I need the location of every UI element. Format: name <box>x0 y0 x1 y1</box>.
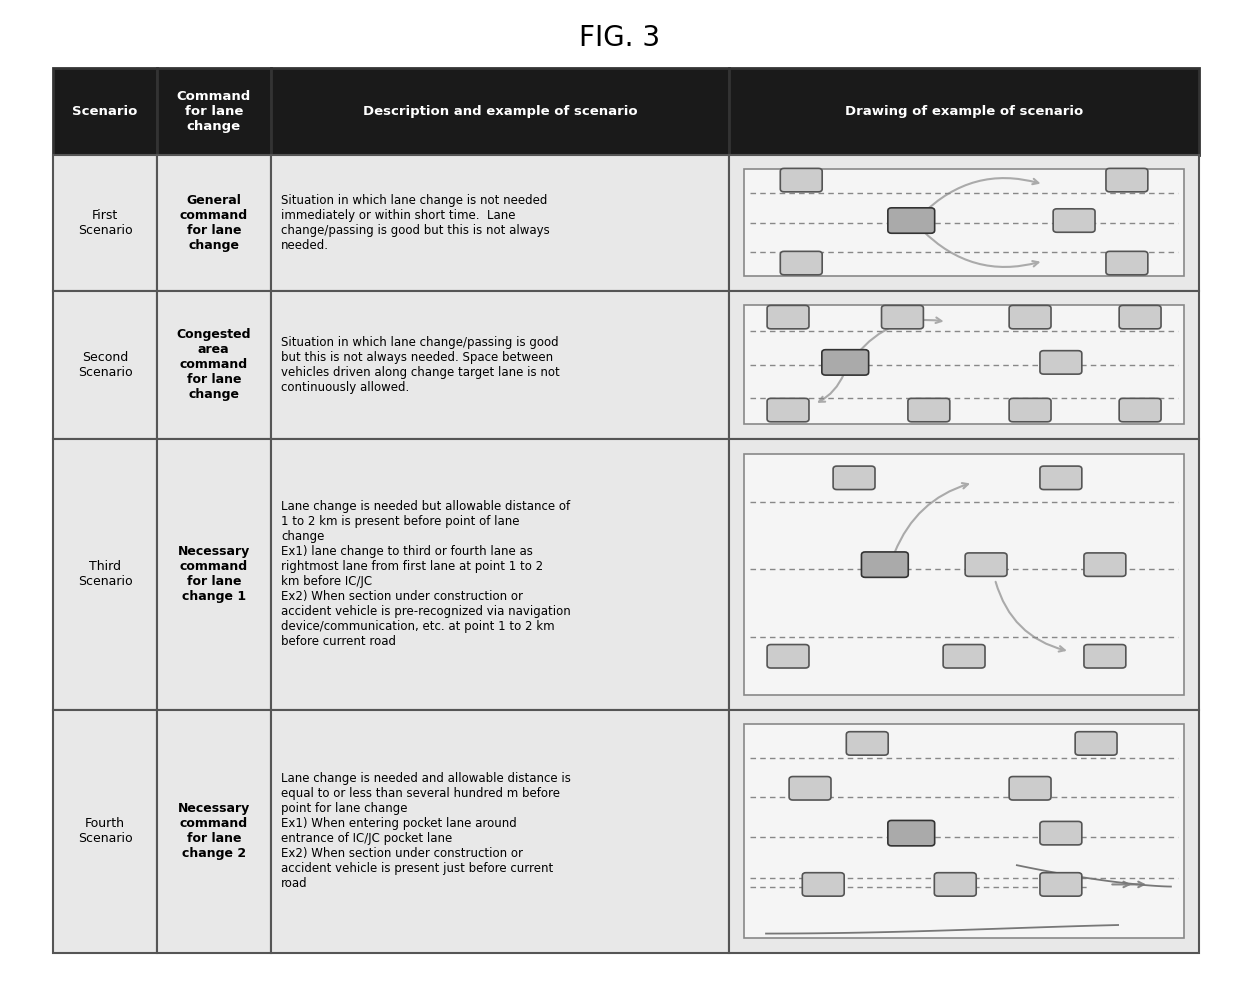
Text: Fourth
Scenario: Fourth Scenario <box>78 817 133 845</box>
FancyBboxPatch shape <box>1040 873 1081 896</box>
Bar <box>729 439 1199 710</box>
Bar <box>53 291 156 439</box>
FancyBboxPatch shape <box>1106 251 1148 275</box>
FancyBboxPatch shape <box>789 777 831 800</box>
FancyBboxPatch shape <box>768 398 808 422</box>
FancyBboxPatch shape <box>965 553 1007 577</box>
Bar <box>744 306 1184 424</box>
FancyBboxPatch shape <box>822 350 869 375</box>
Bar <box>272 68 729 155</box>
FancyBboxPatch shape <box>1009 306 1052 329</box>
Bar <box>729 155 1199 291</box>
FancyBboxPatch shape <box>862 552 908 578</box>
Bar <box>272 291 729 439</box>
Bar <box>156 68 272 155</box>
FancyBboxPatch shape <box>888 208 935 234</box>
FancyBboxPatch shape <box>1040 821 1081 845</box>
Bar <box>156 439 272 710</box>
FancyBboxPatch shape <box>1120 398 1161 422</box>
Bar <box>272 710 729 952</box>
FancyBboxPatch shape <box>1009 777 1052 800</box>
FancyBboxPatch shape <box>1106 169 1148 192</box>
Text: Command
for lane
change: Command for lane change <box>176 90 250 133</box>
Bar <box>272 155 729 291</box>
Text: General
command
for lane
change: General command for lane change <box>180 193 248 251</box>
Bar <box>744 170 1184 276</box>
Text: Scenario: Scenario <box>72 105 138 117</box>
Text: Third
Scenario: Third Scenario <box>78 560 133 589</box>
FancyBboxPatch shape <box>1053 209 1095 233</box>
Bar <box>53 155 156 291</box>
FancyBboxPatch shape <box>908 398 950 422</box>
Text: Second
Scenario: Second Scenario <box>78 351 133 379</box>
Bar <box>744 724 1184 938</box>
FancyBboxPatch shape <box>768 306 808 329</box>
FancyBboxPatch shape <box>1040 466 1081 490</box>
FancyBboxPatch shape <box>780 169 822 192</box>
Text: Description and example of scenario: Description and example of scenario <box>363 105 637 117</box>
Bar <box>729 68 1199 155</box>
FancyBboxPatch shape <box>1120 306 1161 329</box>
Text: Lane change is needed but allowable distance of
1 to 2 km is present before poin: Lane change is needed but allowable dist… <box>281 500 570 648</box>
FancyBboxPatch shape <box>847 732 888 755</box>
Bar <box>156 710 272 952</box>
FancyBboxPatch shape <box>944 645 985 668</box>
Text: Necessary
command
for lane
change 1: Necessary command for lane change 1 <box>177 545 250 603</box>
FancyBboxPatch shape <box>934 873 976 896</box>
FancyBboxPatch shape <box>780 251 822 275</box>
Bar <box>156 291 272 439</box>
Bar <box>53 68 156 155</box>
FancyBboxPatch shape <box>1040 351 1081 374</box>
Bar <box>744 454 1184 695</box>
Text: Drawing of example of scenario: Drawing of example of scenario <box>844 105 1084 117</box>
Bar <box>729 291 1199 439</box>
FancyBboxPatch shape <box>888 820 935 846</box>
Bar <box>729 710 1199 952</box>
Text: Situation in which lane change/passing is good
but this is not always needed. Sp: Situation in which lane change/passing i… <box>281 336 559 393</box>
Text: Situation in which lane change is not needed
immediately or within short time.  : Situation in which lane change is not ne… <box>281 193 549 251</box>
Text: First
Scenario: First Scenario <box>78 209 133 237</box>
FancyBboxPatch shape <box>1075 732 1117 755</box>
FancyBboxPatch shape <box>833 466 875 490</box>
Text: Necessary
command
for lane
change 2: Necessary command for lane change 2 <box>177 802 250 860</box>
FancyBboxPatch shape <box>768 645 808 668</box>
Text: Lane change is needed and allowable distance is
equal to or less than several hu: Lane change is needed and allowable dist… <box>281 772 570 890</box>
FancyBboxPatch shape <box>1084 553 1126 577</box>
FancyBboxPatch shape <box>882 306 924 329</box>
Text: Congested
area
command
for lane
change: Congested area command for lane change <box>176 328 250 401</box>
Bar <box>53 439 156 710</box>
FancyBboxPatch shape <box>1084 645 1126 668</box>
Text: FIG. 3: FIG. 3 <box>579 25 661 52</box>
FancyBboxPatch shape <box>802 873 844 896</box>
Bar <box>53 710 156 952</box>
Bar <box>156 155 272 291</box>
FancyBboxPatch shape <box>1009 398 1052 422</box>
Bar <box>272 439 729 710</box>
